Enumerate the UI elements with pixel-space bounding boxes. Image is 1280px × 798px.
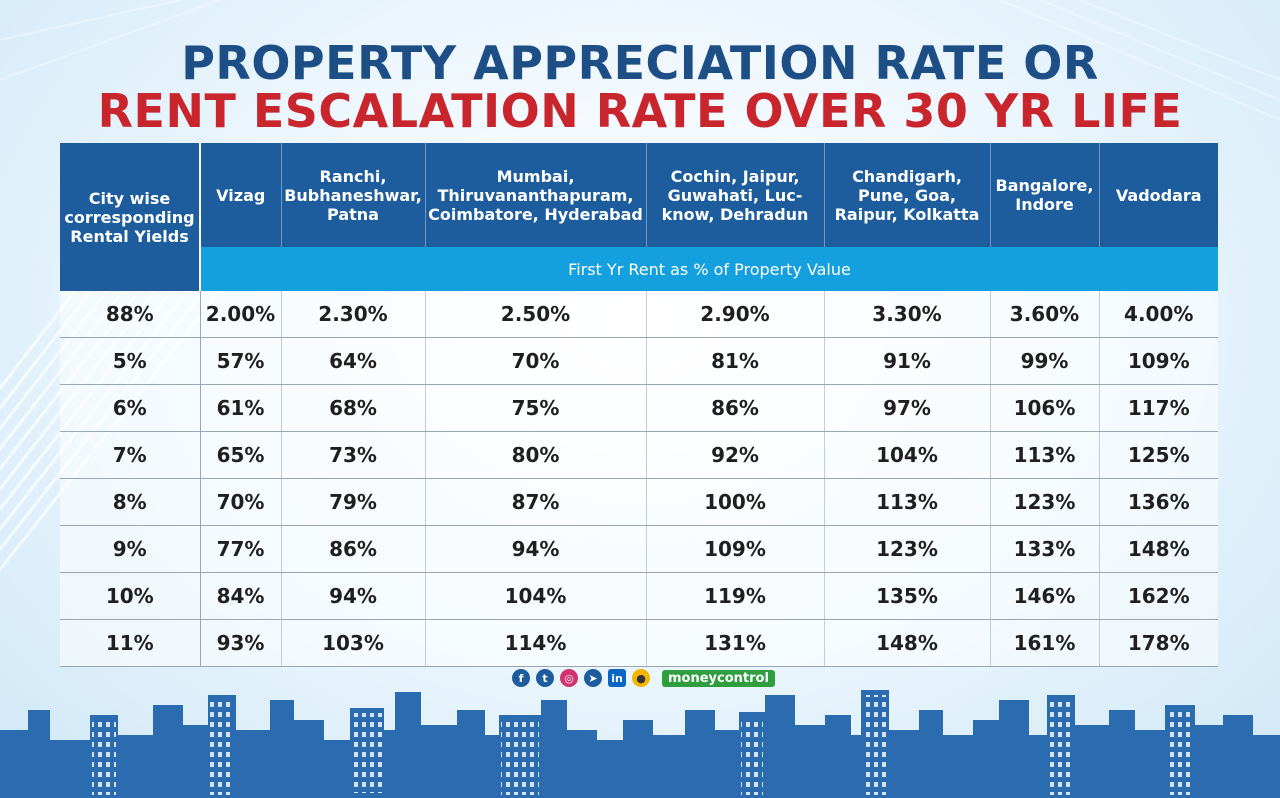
table-cell: 100% [646,478,825,526]
table-cell: 4.00% [1099,291,1218,338]
row-label: 7% [60,431,201,479]
table-cell: 109% [646,525,825,573]
chart-title: PROPERTY APPRECIATION RATE OR RENT ESCAL… [0,40,1280,134]
twitter-icon[interactable]: t [536,669,554,687]
table-row: 10% 84% 94% 104% 119% 135% 146% 162% [60,572,1218,620]
city-skyline-illustration [0,690,1280,798]
row-header-label: City wise corresponding Rental Yields [60,143,201,291]
table-row: 6% 61% 68% 75% 86% 97% 106% 117% [60,384,1218,432]
table-cell: 148% [824,619,991,667]
column-header: Ranchi, Bubhaneshwar, Patna [281,143,426,247]
linkedin-icon[interactable]: in [608,669,626,687]
table-cell: 75% [425,384,647,432]
table-cell: 2.00% [200,291,282,338]
facebook-icon[interactable]: f [512,669,530,687]
table-cell: 117% [1099,384,1218,432]
table-cell: 148% [1099,525,1218,573]
table-cell: 86% [281,525,426,573]
table-row: 11% 93% 103% 114% 131% 148% 161% 178% [60,619,1218,667]
table-cell: 86% [646,384,825,432]
table-cell: 106% [990,384,1100,432]
table-cell: 123% [824,525,991,573]
table-cell: 161% [990,619,1100,667]
table-cell: 133% [990,525,1100,573]
table-cell: 94% [281,572,426,620]
table-cell: 113% [990,431,1100,479]
table-cell: 97% [824,384,991,432]
table-row: 8% 70% 79% 87% 100% 113% 123% 136% [60,478,1218,526]
table-cell: 119% [646,572,825,620]
table-row: 9% 77% 86% 94% 109% 123% 133% 148% [60,525,1218,573]
telegram-icon[interactable]: ➤ [584,669,602,687]
row-label: 8% [60,478,201,526]
table-cell: 146% [990,572,1100,620]
table-cell: 3.30% [824,291,991,338]
social-bar: f t ◎ ➤ in ● moneycontrol [512,667,775,689]
table-cell: 99% [990,337,1100,385]
table-cell: 57% [200,337,282,385]
table-cell: 81% [646,337,825,385]
table-cell: 64% [281,337,426,385]
table-cell: 135% [824,572,991,620]
row-label: 5% [60,337,201,385]
table-cell: 77% [200,525,282,573]
table-cell: 80% [425,431,647,479]
title-line-2: RENT ESCALATION RATE OVER 30 YR LIFE [97,84,1183,138]
table-subheader: First Yr Rent as % of Property Value [200,247,1218,291]
table-cell: 91% [824,337,991,385]
table-row: 7% 65% 73% 80% 92% 104% 113% 125% [60,431,1218,479]
table-cell: 3.60% [990,291,1100,338]
column-header: Vizag [200,143,282,247]
table-cell: 136% [1099,478,1218,526]
koo-icon[interactable]: ● [632,669,650,687]
table-cell: 70% [200,478,282,526]
table-cell: 113% [824,478,991,526]
table-row: 88% 2.00% 2.30% 2.50% 2.90% 3.30% 3.60% 4.00% [60,291,1218,338]
table-cell: 87% [425,478,647,526]
table-cell: 79% [281,478,426,526]
column-header: Bangalore, Indore [990,143,1100,247]
title-line-1: PROPERTY APPRECIATION RATE OR [181,36,1099,90]
table-row: 5% 57% 64% 70% 81% 91% 99% 109% [60,337,1218,385]
table-cell: 84% [200,572,282,620]
table-cell: 162% [1099,572,1218,620]
table-cell: 178% [1099,619,1218,667]
table-cell: 73% [281,431,426,479]
table-cell: 92% [646,431,825,479]
table-cell: 104% [824,431,991,479]
table-cell: 70% [425,337,647,385]
table-cell: 2.30% [281,291,426,338]
column-header: Mumbai, Thiruvananthapuram, Coimbatore, … [425,143,647,247]
table-cell: 109% [1099,337,1218,385]
table-cell: 2.90% [646,291,825,338]
row-label: 11% [60,619,201,667]
table-cell: 104% [425,572,647,620]
table-cell: 94% [425,525,647,573]
table-cell: 65% [200,431,282,479]
table-cell: 93% [200,619,282,667]
table-cell: 68% [281,384,426,432]
column-header: Cochin, Jaipur, Guwahati, Luc-know, Dehr… [646,143,825,247]
table-cell: 123% [990,478,1100,526]
row-label: 6% [60,384,201,432]
column-header: Chandigarh, Pune, Goa, Raipur, Kolkatta [824,143,991,247]
column-header: Vadodara [1099,143,1218,247]
table-cell: 103% [281,619,426,667]
table-cell: 61% [200,384,282,432]
table-cell: 125% [1099,431,1218,479]
data-table: City wise corresponding Rental Yields Vi… [60,143,1218,667]
table-cell: 131% [646,619,825,667]
instagram-icon[interactable]: ◎ [560,669,578,687]
table-cell: 2.50% [425,291,647,338]
moneycontrol-logo[interactable]: moneycontrol [662,669,775,687]
row-label: 10% [60,572,201,620]
row-label: 9% [60,525,201,573]
table-body: 88% 2.00% 2.30% 2.50% 2.90% 3.30% 3.60% 4.00% 5%… [60,291,1218,667]
row-label: 88% [60,291,201,338]
table-cell: 114% [425,619,647,667]
